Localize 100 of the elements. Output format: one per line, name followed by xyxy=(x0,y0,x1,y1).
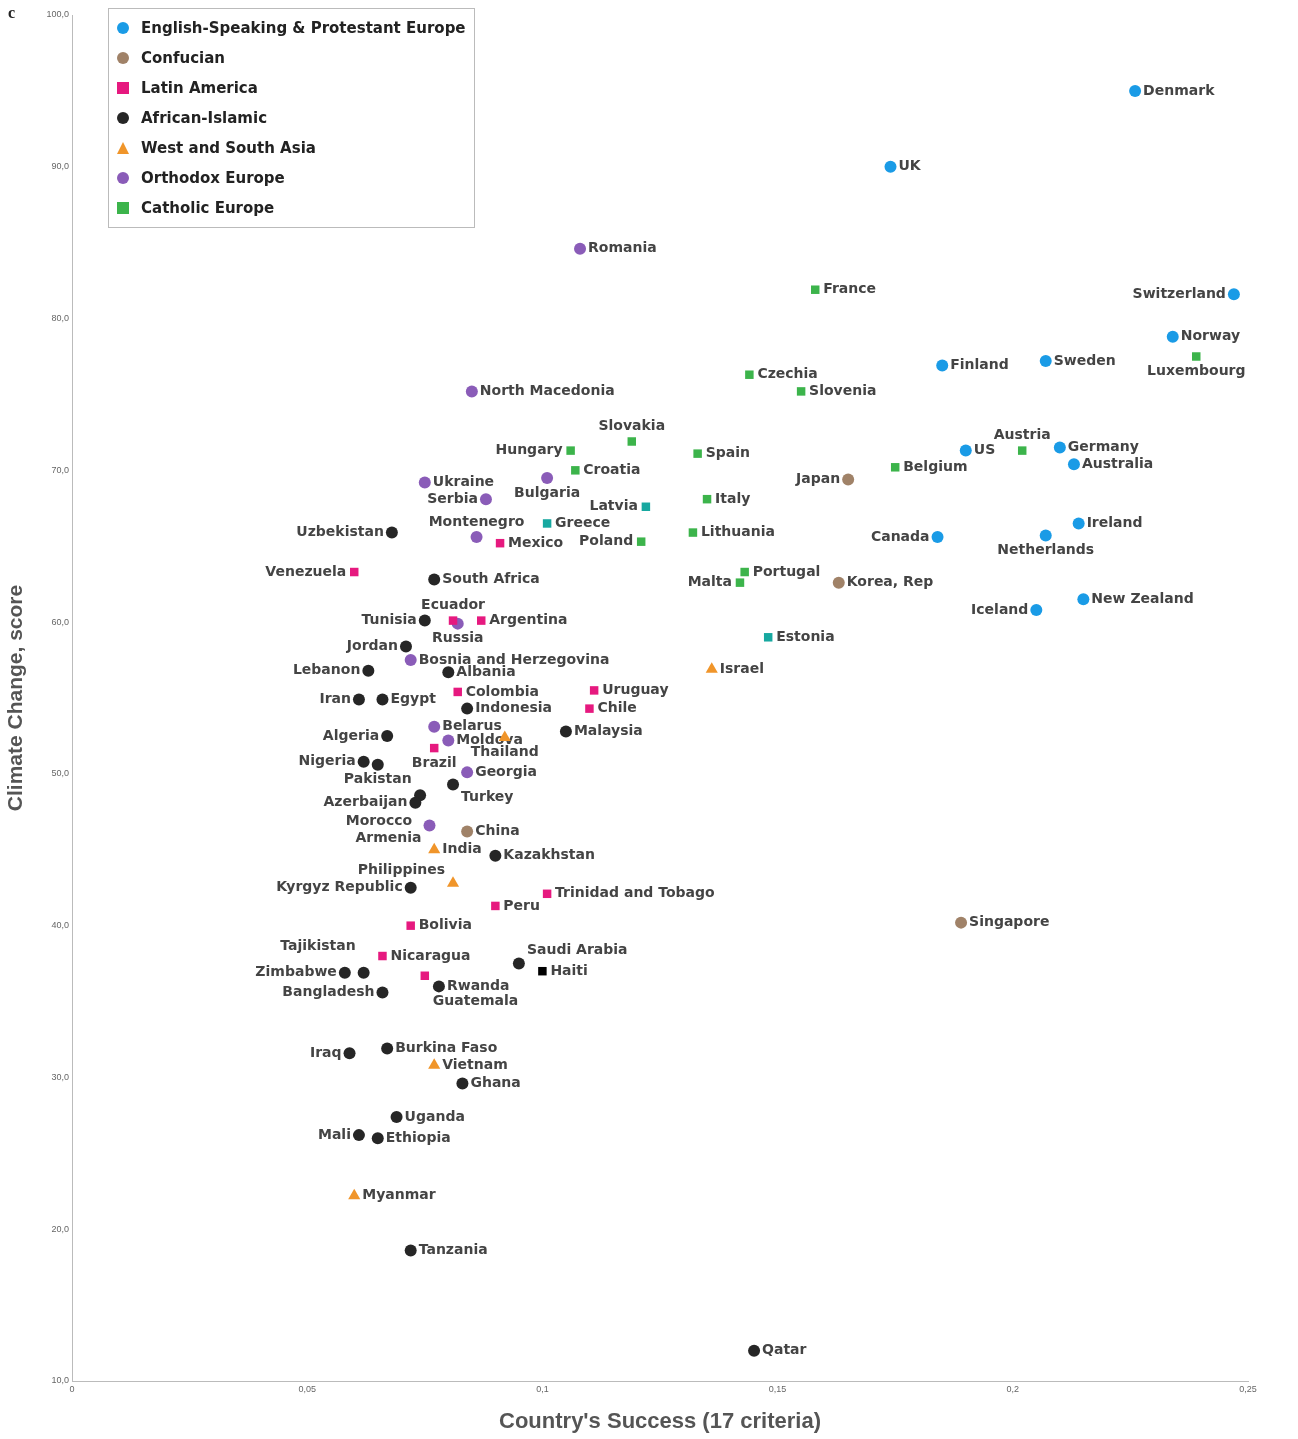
annotation: Spain xyxy=(705,444,750,461)
x-tick-label: 0,15 xyxy=(768,1383,787,1394)
annotation: Myanmar xyxy=(362,1186,436,1203)
annotation: Singapore xyxy=(969,913,1050,930)
annotation: Rwanda xyxy=(446,977,510,994)
point xyxy=(461,825,474,838)
point xyxy=(381,729,394,742)
point xyxy=(693,449,702,458)
point xyxy=(442,734,455,747)
annotation: Armenia xyxy=(355,829,422,846)
annotation: Malaysia xyxy=(573,722,643,739)
annotation: Peru xyxy=(503,896,540,913)
annotation: Philippines xyxy=(357,860,446,877)
point xyxy=(810,285,820,294)
point xyxy=(371,1132,384,1145)
annotation: Vietnam xyxy=(442,1055,508,1072)
annotation: Tajikistan xyxy=(280,937,356,954)
point xyxy=(448,616,458,625)
annotation: Saudi Arabia xyxy=(526,941,628,958)
point xyxy=(931,531,944,544)
point xyxy=(688,528,698,537)
point xyxy=(352,1129,365,1142)
annotation: Nigeria xyxy=(298,752,356,769)
annotation: Lebanon xyxy=(292,661,361,678)
point xyxy=(512,957,525,970)
point xyxy=(385,526,398,539)
annotation: Croatia xyxy=(583,460,641,477)
annotation: Qatar xyxy=(762,1341,807,1358)
annotation: South Africa xyxy=(442,570,540,587)
legend-label: Confucian xyxy=(141,49,226,67)
chart-title: c xyxy=(8,4,16,22)
annotation: Korea, Rep xyxy=(846,573,934,590)
point xyxy=(465,385,478,398)
point xyxy=(1039,529,1052,542)
point xyxy=(399,640,412,653)
point xyxy=(1030,603,1043,616)
point xyxy=(1129,84,1142,97)
annotation: Colombia xyxy=(465,682,539,699)
point xyxy=(390,1110,403,1123)
point xyxy=(589,686,599,695)
annotation: Iran xyxy=(319,690,351,707)
annotation: Ecuador xyxy=(421,596,486,613)
annotation: Israel xyxy=(719,659,764,676)
annotation: Morocco xyxy=(345,811,413,828)
annotation: US xyxy=(973,441,996,458)
point xyxy=(748,1344,761,1357)
point xyxy=(574,242,587,255)
annotation: Egypt xyxy=(390,690,437,707)
annotation: Portugal xyxy=(752,562,821,579)
point xyxy=(338,966,351,979)
annotation: Mali xyxy=(317,1125,351,1142)
annotation: Uruguay xyxy=(602,681,669,698)
annotation: France xyxy=(823,280,877,297)
point xyxy=(842,473,855,486)
point xyxy=(418,614,431,627)
annotation: Germany xyxy=(1067,438,1139,455)
annotation: Denmark xyxy=(1143,81,1216,98)
annotation: Jordan xyxy=(345,637,398,654)
annotation: Guatemala xyxy=(432,992,519,1009)
annotation: Greece xyxy=(555,514,611,531)
y-tick-label: 90,0 xyxy=(51,161,69,172)
point xyxy=(1077,593,1090,606)
annotation: Netherlands xyxy=(997,541,1095,558)
point xyxy=(404,654,417,667)
point xyxy=(352,693,365,706)
point xyxy=(955,916,968,929)
point xyxy=(409,796,422,809)
y-tick-label: 60,0 xyxy=(51,616,69,627)
x-tick-label: 0,1 xyxy=(536,1383,549,1394)
point xyxy=(959,444,972,457)
annotation: Serbia xyxy=(427,489,478,506)
y-tick-label: 20,0 xyxy=(51,1223,69,1234)
point xyxy=(832,576,845,589)
point xyxy=(740,567,749,577)
point xyxy=(491,901,500,911)
annotation: Burkina Faso xyxy=(395,1039,498,1056)
annotation: Iraq xyxy=(309,1043,342,1060)
point xyxy=(376,693,389,706)
annotation: China xyxy=(475,822,520,839)
annotation: Kazakhstan xyxy=(503,846,595,863)
point xyxy=(541,471,554,484)
x-tick-label: 0,25 xyxy=(1239,1383,1257,1394)
point xyxy=(428,842,441,854)
annotation: Japan xyxy=(795,470,841,487)
point xyxy=(470,531,483,544)
point xyxy=(461,702,474,715)
annotation: Bulgaria xyxy=(514,483,581,500)
x-axis-title: Country's Success (17 criteria) xyxy=(499,1407,821,1433)
annotation: Chile xyxy=(597,699,637,716)
legend-label: West and South Asia xyxy=(141,139,316,157)
point xyxy=(404,1244,417,1257)
point xyxy=(376,986,389,999)
annotation: Uzbekistan xyxy=(296,523,384,540)
legend-label: English-Speaking & Protestant Europe xyxy=(141,19,466,37)
point xyxy=(763,633,773,642)
legend-label: Catholic Europe xyxy=(141,199,275,217)
point xyxy=(432,980,445,993)
annotation: Zimbabwe xyxy=(255,963,337,980)
annotation: Malta xyxy=(687,573,732,590)
point xyxy=(453,687,462,697)
